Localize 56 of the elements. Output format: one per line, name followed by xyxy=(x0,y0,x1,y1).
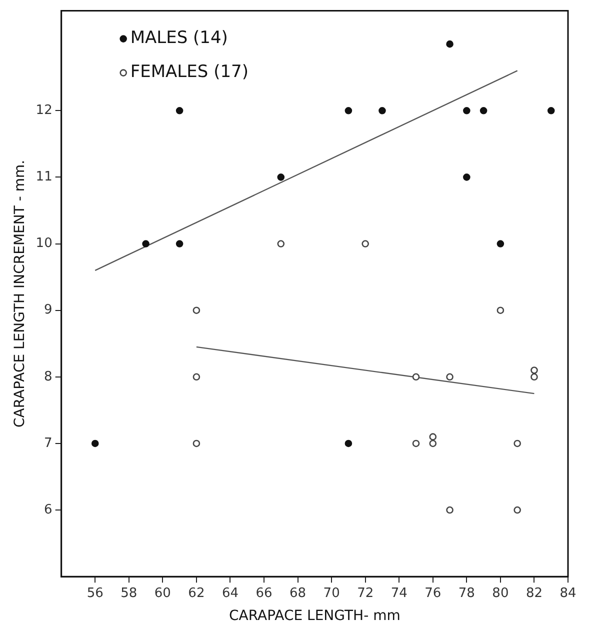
x-tick-label: 56 xyxy=(86,586,104,601)
y-tick-label: 9 xyxy=(44,302,52,318)
point xyxy=(344,440,352,448)
point xyxy=(463,174,470,181)
y-tick-label: 12 xyxy=(36,103,52,118)
x-tick-label: 66 xyxy=(256,586,272,601)
x-tick-label: 60 xyxy=(154,586,171,601)
y-axis-title: CARAPACE LENGTH INCREMENT - mm. xyxy=(12,160,28,428)
x-tick-label: 64 xyxy=(222,586,238,601)
point xyxy=(176,240,184,248)
point xyxy=(91,440,99,448)
point xyxy=(277,174,285,181)
point xyxy=(496,240,504,248)
point xyxy=(514,506,521,514)
point xyxy=(446,506,454,514)
point xyxy=(176,106,184,114)
point xyxy=(192,373,200,381)
x-tick-label: 70 xyxy=(323,586,340,601)
point xyxy=(378,106,386,114)
x-tick-label: 82 xyxy=(526,586,542,601)
point xyxy=(463,106,470,114)
point xyxy=(446,373,454,381)
point xyxy=(496,306,504,314)
point xyxy=(412,373,420,381)
y-tick-label: 8 xyxy=(44,369,52,384)
point xyxy=(530,373,538,381)
legend-label: FEMALES (17) xyxy=(130,62,248,82)
y-tick-label: 10 xyxy=(36,236,52,252)
x-tick-label: 58 xyxy=(120,586,138,601)
x-tick-label: 84 xyxy=(560,586,576,601)
y-tick-label: 11 xyxy=(36,170,52,185)
point xyxy=(192,306,200,314)
y-tick-label: 7 xyxy=(44,436,52,451)
x-axis-title: CARAPACE LENGTH- mm xyxy=(228,608,400,624)
point xyxy=(142,240,150,248)
x-tick-label: 62 xyxy=(188,586,205,601)
point xyxy=(480,106,488,114)
point xyxy=(412,440,420,448)
x-tick-label: 68 xyxy=(290,586,306,601)
y-tick-label: 6 xyxy=(44,502,52,518)
point xyxy=(547,106,555,114)
x-tick-label: 74 xyxy=(390,586,408,601)
point xyxy=(344,106,352,114)
x-tick-label: 80 xyxy=(492,586,509,601)
point xyxy=(514,440,521,448)
point xyxy=(446,40,454,48)
x-tick-label: 76 xyxy=(424,586,442,601)
legend-label: MALES (14) xyxy=(130,28,228,48)
point xyxy=(277,240,285,248)
point xyxy=(192,440,200,448)
x-tick-label: 72 xyxy=(357,586,374,601)
point xyxy=(530,366,538,374)
point xyxy=(362,240,369,248)
point xyxy=(429,440,437,448)
x-tick-label: 78 xyxy=(458,586,475,601)
point xyxy=(429,433,437,440)
